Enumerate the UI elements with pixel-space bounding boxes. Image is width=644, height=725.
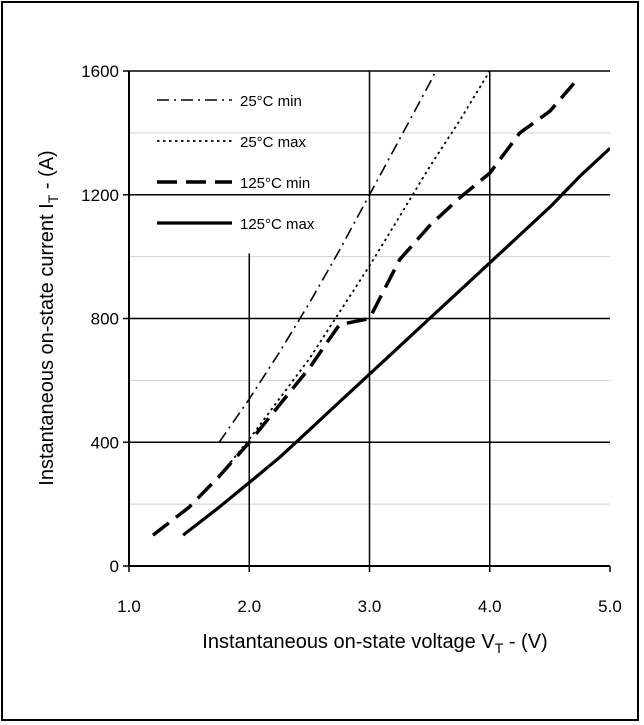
y-tick-label: 800 <box>91 310 119 329</box>
y-axis-label: Instantaneous on-state current IT - (A) <box>36 150 61 485</box>
y-tick-label: 1200 <box>81 186 119 205</box>
x-axis-label-sub: T <box>495 640 504 656</box>
x-axis-label: Instantaneous on-state voltage VT - (V) <box>202 631 547 656</box>
series-lines <box>151 71 610 537</box>
legend-label-3: 125°C max <box>240 216 315 233</box>
y-axis-label-unit: - (A) <box>36 150 58 194</box>
legend: 25°C min 25°C max 125°C min 125°C max <box>157 93 315 233</box>
y-tick-label: 400 <box>91 433 119 452</box>
x-tick-label: 1.0 <box>117 597 141 616</box>
y-tick-label: 1600 <box>81 62 119 81</box>
x-tick-label: 4.0 <box>478 597 502 616</box>
series-line-3 <box>182 147 610 537</box>
x-tick-label: 5.0 <box>598 597 622 616</box>
x-axis-label-main: Instantaneous on-state voltage V <box>202 631 495 653</box>
legend-label-2: 125°C min <box>240 175 310 192</box>
y-tick-label: 0 <box>110 557 119 576</box>
y-axis-label-sub: T <box>45 194 61 203</box>
y-axis-label-main: Instantaneous on-state current I <box>36 203 58 485</box>
grid <box>129 70 610 566</box>
series-line-0 <box>218 71 437 443</box>
x-axis-label-unit: - (V) <box>503 631 547 653</box>
legend-label-1: 25°C max <box>240 134 307 151</box>
legend-label-0: 25°C min <box>240 93 302 110</box>
x-tick-label: 3.0 <box>358 597 382 616</box>
series-line-1 <box>218 71 491 477</box>
x-tick-label: 2.0 <box>237 597 261 616</box>
series-line-2 <box>151 82 576 537</box>
axes: 0 400 800 1200 1600 1.0 2.0 3.0 4.0 5.0 <box>81 62 622 616</box>
